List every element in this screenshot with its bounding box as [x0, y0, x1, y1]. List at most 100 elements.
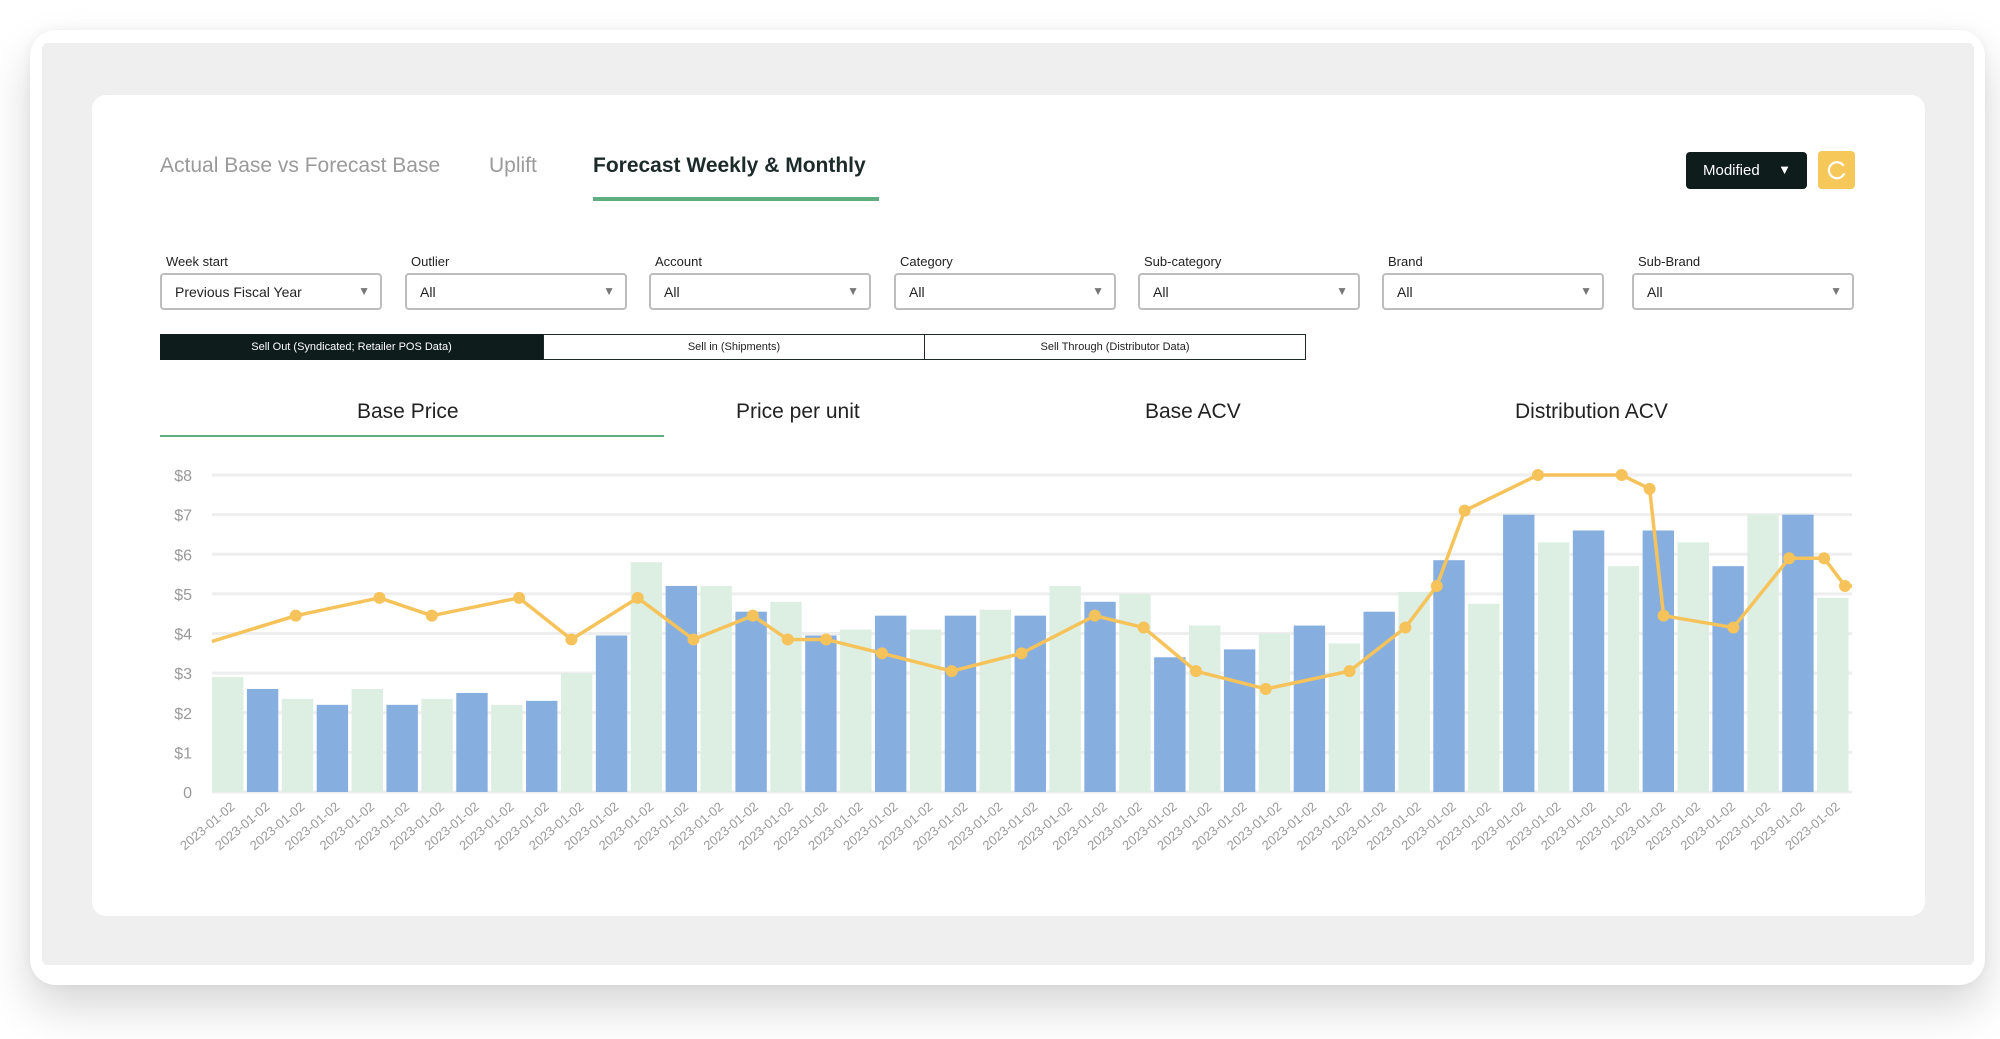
chevron-down-icon: ▼	[1336, 284, 1348, 298]
line-point	[820, 633, 833, 646]
line-point	[1430, 579, 1443, 592]
outlier-select[interactable]: All ▼	[405, 273, 627, 310]
filter-label-sub-category: Sub-category	[1144, 254, 1222, 269]
metric-tab-base-price[interactable]: Base Price	[357, 400, 459, 423]
bar	[1712, 566, 1744, 792]
bar	[421, 698, 453, 792]
bar-series	[212, 514, 1849, 792]
filter-label-week-start: Week start	[166, 254, 228, 269]
bar	[700, 585, 732, 792]
bar	[351, 688, 383, 792]
metric-tab-distribution-acv[interactable]: Distribution ACV	[1515, 400, 1668, 423]
filter-label-sub-brand: Sub-Brand	[1638, 254, 1701, 269]
chevron-down-icon: ▼	[603, 284, 615, 298]
scenario-dropdown[interactable]: Modified ▼	[1686, 152, 1807, 189]
bar	[1607, 566, 1640, 792]
line-point	[1458, 504, 1471, 517]
y-tick-label: $3	[174, 666, 192, 683]
bar	[944, 615, 977, 792]
line-point	[1643, 482, 1656, 495]
tab-forecast-weekly-monthly[interactable]: Forecast Weekly & Monthly	[593, 154, 866, 177]
y-tick-label: $4	[174, 627, 192, 644]
bar	[805, 635, 837, 792]
line-point	[631, 591, 644, 604]
metric-tab-price-per-unit[interactable]: Price per unit	[736, 400, 860, 423]
bar	[665, 585, 698, 792]
line-point	[1190, 665, 1202, 678]
bar	[560, 673, 593, 792]
chevron-down-icon: ▼	[358, 284, 370, 298]
line-point	[1137, 621, 1150, 634]
brand-select[interactable]: All ▼	[1382, 273, 1604, 310]
bar	[1468, 603, 1500, 792]
bar	[909, 629, 942, 792]
source-sell-through-button[interactable]: Sell Through (Distributor Data)	[924, 334, 1306, 360]
outlier-value: All	[420, 283, 436, 300]
filter-label-account: Account	[655, 254, 702, 269]
bar	[491, 704, 523, 792]
bar	[595, 635, 628, 792]
metric-tab-base-acv[interactable]: Base ACV	[1145, 400, 1241, 423]
bar	[1747, 514, 1779, 792]
y-tick-label: $7	[174, 508, 192, 525]
line-point	[687, 633, 700, 646]
bar	[840, 629, 872, 792]
bar	[1084, 601, 1116, 792]
sub-category-value: All	[1153, 283, 1169, 300]
bar	[770, 601, 802, 792]
y-tick-label: $5	[174, 587, 192, 604]
line-point	[1259, 682, 1272, 695]
filter-label-category: Category	[900, 254, 953, 269]
account-select[interactable]: All ▼	[649, 273, 871, 310]
line-point	[746, 609, 759, 622]
line-point	[1015, 647, 1028, 660]
tab-actual-vs-forecast[interactable]: Actual Base vs Forecast Base	[160, 154, 441, 177]
bar	[735, 611, 767, 792]
filter-label-brand: Brand	[1388, 254, 1423, 269]
source-sell-out-button[interactable]: Sell Out (Syndicated; Retailer POS Data)	[160, 334, 543, 360]
line-series	[211, 469, 1852, 695]
line-point	[425, 609, 438, 622]
line-point	[1615, 469, 1628, 481]
category-select[interactable]: All ▼	[894, 273, 1116, 310]
bar	[1677, 542, 1709, 792]
category-value: All	[909, 283, 925, 300]
filter-label-outlier: Outlier	[411, 254, 450, 269]
bar	[1223, 649, 1256, 792]
line-point	[1088, 609, 1101, 622]
account-value: All	[664, 283, 680, 300]
bar	[212, 677, 244, 792]
bar	[1572, 530, 1605, 792]
bar	[874, 615, 907, 792]
bar	[1433, 560, 1465, 792]
week-start-select[interactable]: Previous Fiscal Year ▼	[160, 273, 382, 310]
tab-uplift[interactable]: Uplift	[489, 154, 537, 177]
chevron-down-icon: ▼	[847, 284, 859, 298]
bar	[1398, 591, 1430, 792]
line-point	[1399, 621, 1412, 634]
active-tab-indicator	[593, 197, 879, 201]
source-sell-in-button[interactable]: Sell in (Shipments)	[543, 334, 925, 360]
y-tick-label: $6	[174, 547, 192, 564]
bar	[1293, 625, 1326, 792]
sub-category-select[interactable]: All ▼	[1138, 273, 1360, 310]
sub-brand-select[interactable]: All ▼	[1632, 273, 1854, 310]
bar	[1258, 633, 1291, 792]
line-point	[1531, 469, 1544, 481]
bar	[386, 704, 418, 792]
bar	[1154, 657, 1186, 792]
week-start-value: Previous Fiscal Year	[175, 283, 302, 300]
x-axis-labels: 2023-01-022023-01-022023-01-022023-01-02…	[177, 799, 1843, 853]
line-point	[781, 633, 794, 646]
refresh-button[interactable]	[1818, 151, 1855, 189]
y-tick-label: $1	[174, 745, 192, 762]
bar	[316, 704, 349, 792]
bar	[1503, 514, 1535, 792]
line-point	[1783, 552, 1796, 565]
bar	[1537, 542, 1570, 792]
bar	[246, 688, 279, 792]
chevron-down-icon: ▼	[1580, 284, 1592, 298]
chevron-down-icon: ▼	[1830, 284, 1842, 298]
chevron-down-icon: ▼	[1778, 162, 1791, 177]
